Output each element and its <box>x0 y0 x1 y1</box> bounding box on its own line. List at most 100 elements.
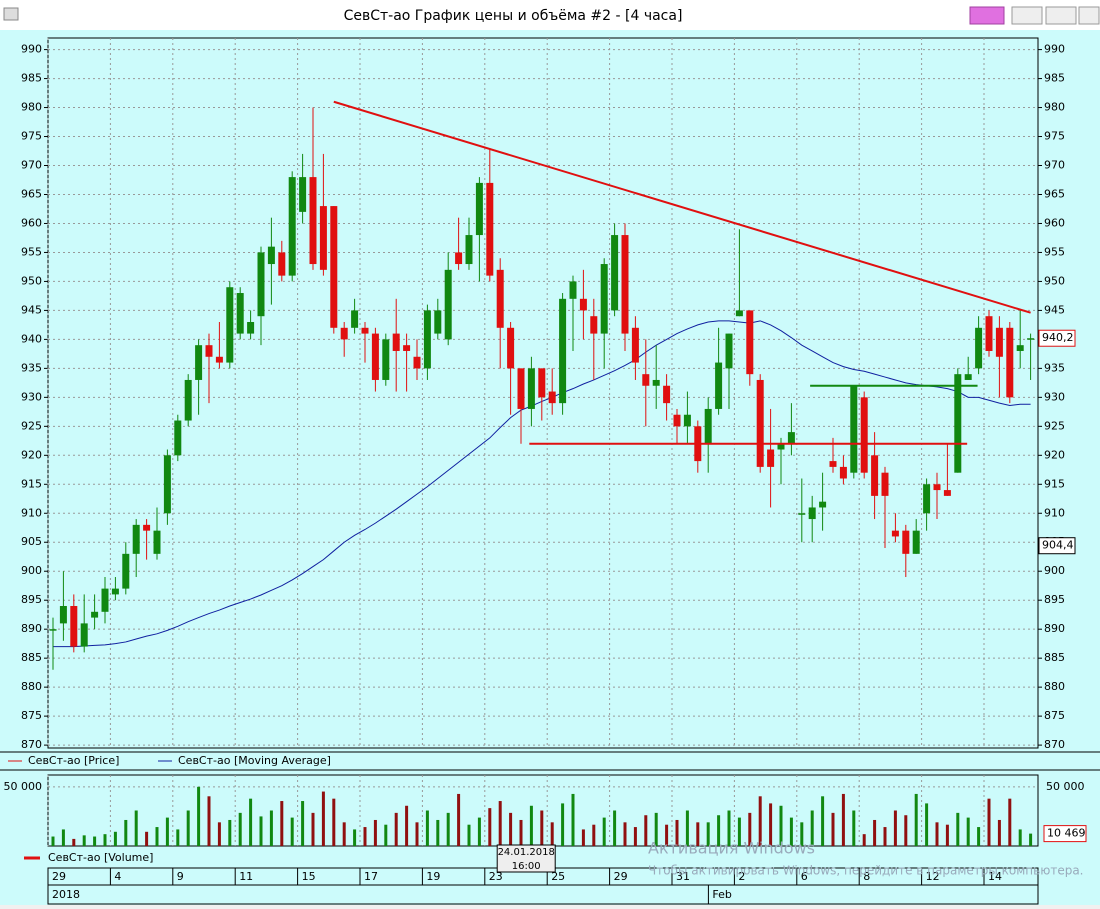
candle-body <box>985 316 993 351</box>
candle-body <box>787 432 795 444</box>
x-tick-label: 8 <box>863 870 870 883</box>
volume-bar <box>831 812 835 846</box>
crosshair-label: 24.01.2018 <box>498 847 555 858</box>
candle-body <box>392 333 400 351</box>
y-tick-label-right: 930 <box>1044 390 1065 403</box>
y-tick-label: 955 <box>21 245 42 258</box>
y-tick-label: 930 <box>21 390 42 403</box>
candle-body <box>371 333 379 380</box>
volume-bar <box>353 829 357 846</box>
volume-bar <box>758 796 762 846</box>
y-tick-label-right: 955 <box>1044 245 1065 258</box>
candle-body <box>663 385 671 404</box>
y-tick-label: 895 <box>21 593 42 606</box>
last-label: 904,4 <box>1042 539 1074 552</box>
volume-bar <box>509 812 513 846</box>
candle-body <box>205 345 213 357</box>
candle-body <box>340 327 348 340</box>
candle-body <box>548 391 556 404</box>
candle-body <box>923 484 931 514</box>
candle-body <box>683 414 691 427</box>
volume-bar <box>540 810 544 846</box>
volume-bar <box>581 829 585 846</box>
y-tick-label-right: 915 <box>1044 477 1065 490</box>
candle-body <box>995 327 1003 357</box>
pin-button[interactable] <box>969 6 1005 25</box>
volume-bar <box>706 822 710 846</box>
y-tick-label-right: 895 <box>1044 593 1065 606</box>
x-tick-label: 31 <box>676 870 690 883</box>
y-tick-label-right: 890 <box>1044 622 1065 635</box>
x-tick-label: 2018 <box>52 888 80 901</box>
volume-bar <box>685 810 689 846</box>
candle-body <box>247 322 255 334</box>
volume-bar <box>342 822 346 846</box>
x-tick-label: 9 <box>177 870 184 883</box>
candle-body <box>871 455 879 496</box>
volume-bar <box>665 824 669 846</box>
candle-body <box>351 310 359 328</box>
candle-body <box>850 385 858 473</box>
y-tick-label-right: 970 <box>1044 159 1065 172</box>
candle-body <box>527 368 535 409</box>
x-tick-label: 15 <box>302 870 316 883</box>
maximize-button[interactable] <box>1045 6 1077 25</box>
y-tick-label: 905 <box>21 535 42 548</box>
y-tick-label: 945 <box>21 303 42 316</box>
candle-body <box>132 524 140 554</box>
volume-bar <box>862 834 866 846</box>
volume-bar <box>883 827 887 846</box>
volume-bar <box>301 801 305 846</box>
legend-label: СевСт-ао [Volume] <box>48 851 153 864</box>
y-tick-label: 970 <box>21 159 42 172</box>
y-tick-label: 925 <box>21 419 42 432</box>
candle-body <box>382 339 390 380</box>
volume-bar <box>997 819 1001 846</box>
candle-body <box>413 356 421 369</box>
volume-bar <box>935 822 939 846</box>
y-tick-label: 885 <box>21 651 42 664</box>
candle-body <box>91 611 99 618</box>
volume-bar <box>93 836 97 846</box>
candle-body <box>808 507 816 520</box>
candle-body <box>891 530 899 537</box>
volume-bar <box>134 810 138 846</box>
candle-body <box>184 379 192 421</box>
minimize-button[interactable] <box>1011 6 1043 25</box>
candle-body <box>559 298 567 404</box>
candle-body <box>975 327 983 369</box>
y-tick-label-right: 925 <box>1044 419 1065 432</box>
volume-bar <box>415 822 419 846</box>
candle-body <box>881 472 889 496</box>
volume-bar <box>821 796 825 846</box>
volume-bar <box>72 838 76 846</box>
volume-bar <box>488 808 492 846</box>
candle-body <box>902 530 910 554</box>
crosshair-label: 16:00 <box>512 861 541 872</box>
candle-body <box>819 501 827 508</box>
candle-body <box>101 588 109 612</box>
y-tick-label-right: 920 <box>1044 448 1065 461</box>
y-tick-label-right: 870 <box>1044 738 1065 751</box>
close-button[interactable] <box>1078 6 1100 25</box>
window-title: СевСт-ао График цены и объёма #2 - [4 ча… <box>344 8 683 24</box>
volume-bar <box>259 816 263 846</box>
volume-bar <box>51 836 55 846</box>
candle-body <box>257 252 265 317</box>
volume-bar <box>176 829 180 846</box>
candle-body <box>434 310 442 334</box>
x-tick-label: 12 <box>926 870 940 883</box>
candle-body <box>933 484 941 491</box>
volume-bar <box>82 835 86 846</box>
x-tick-label: 2 <box>738 870 745 883</box>
last-label: 940,2 <box>1042 331 1074 344</box>
volume-bar <box>124 819 128 846</box>
candle-body <box>288 177 296 276</box>
volume-bar <box>519 819 523 846</box>
volume-bar <box>987 798 991 846</box>
y-tick-label-right: 945 <box>1044 303 1065 316</box>
candle-body <box>912 530 920 554</box>
candle-body <box>59 606 67 624</box>
volume-bar <box>914 793 918 846</box>
